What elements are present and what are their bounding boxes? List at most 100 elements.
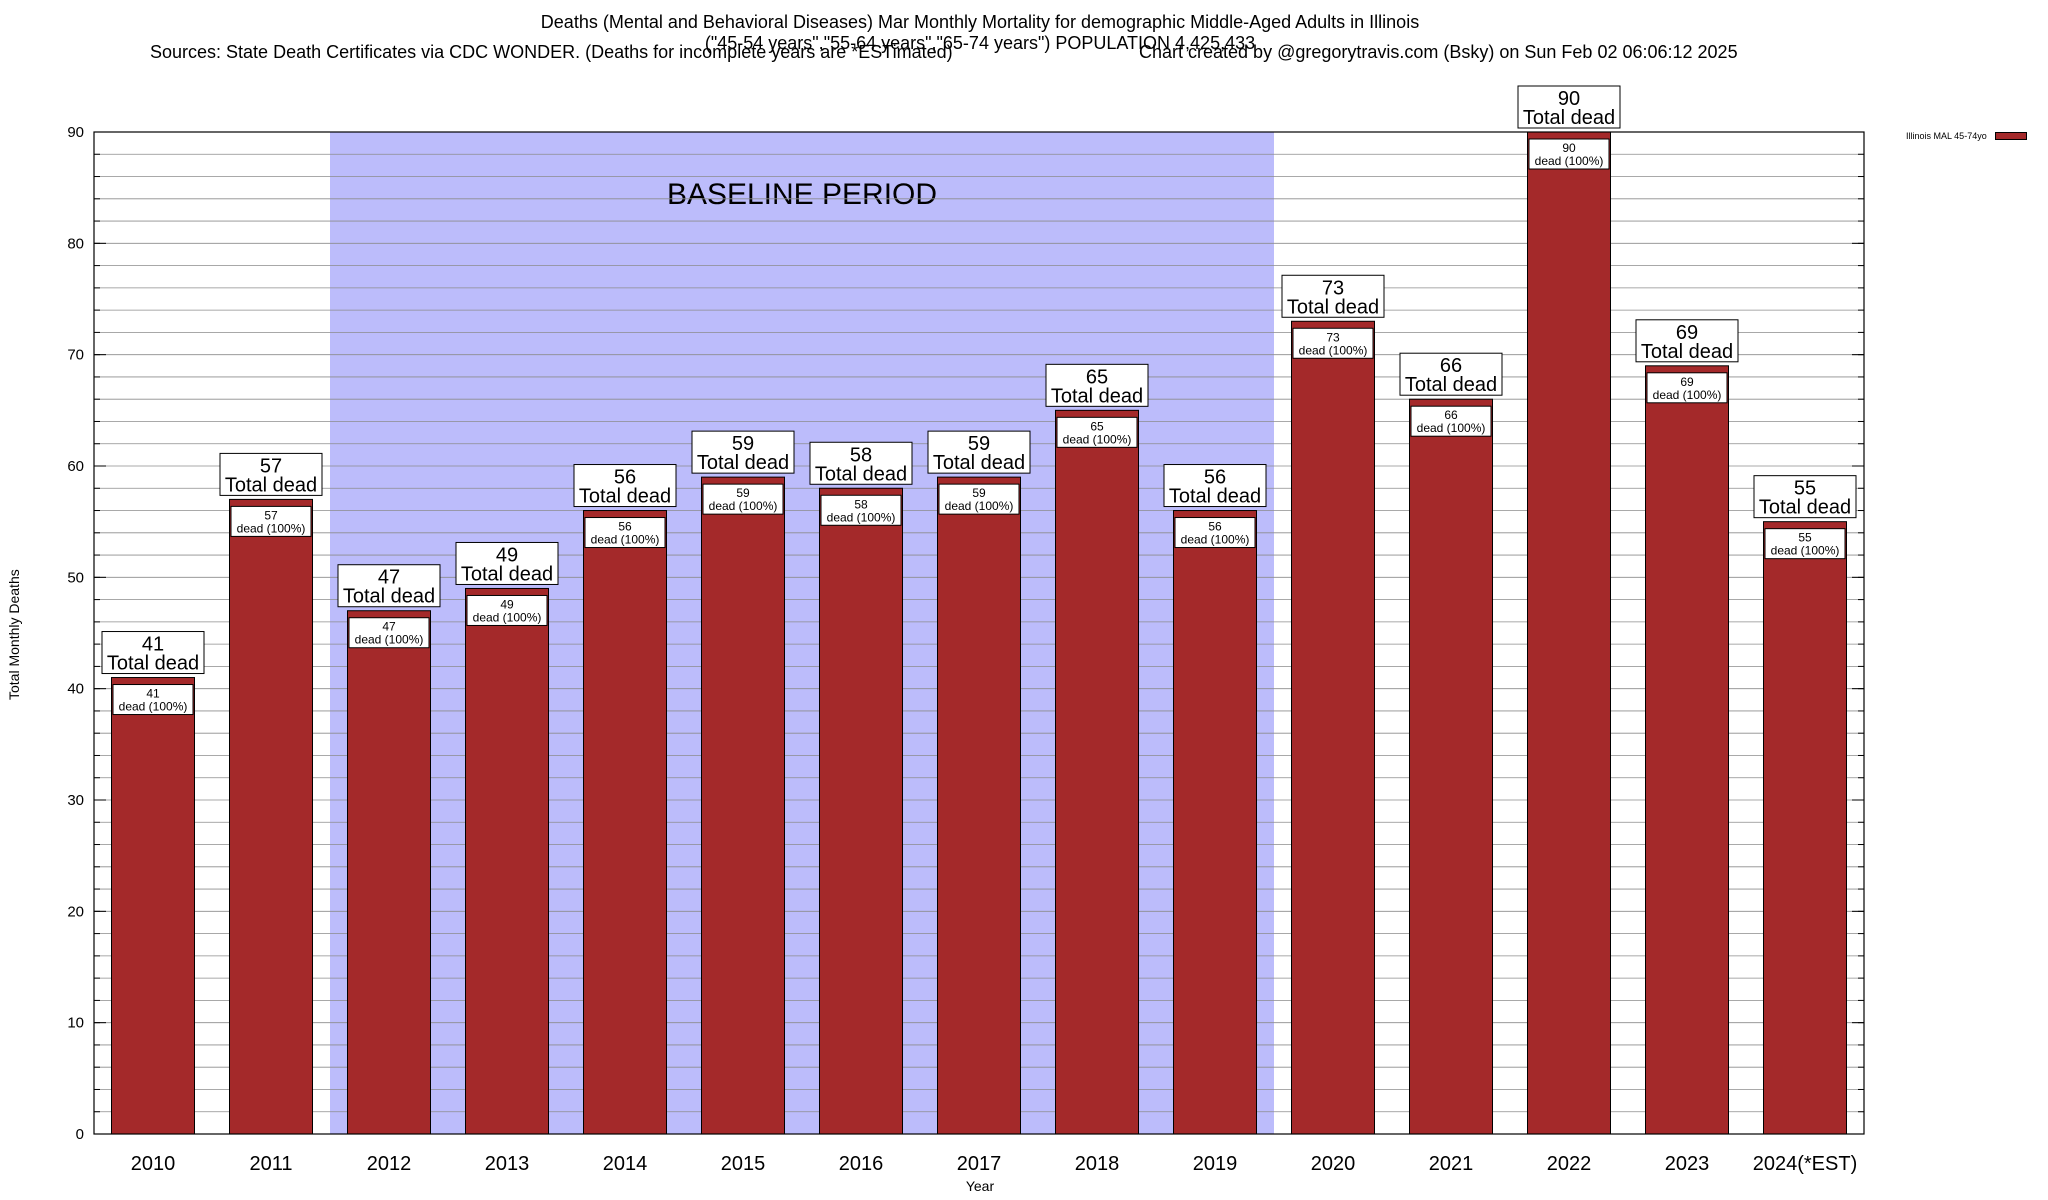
- bar: [1173, 510, 1257, 1135]
- bar: [1055, 409, 1139, 1135]
- bar-inner-suffix: dead (100%): [945, 499, 1014, 513]
- bar-inner-suffix: dead (100%): [1653, 388, 1722, 402]
- x-tick-label: 2020: [1311, 1153, 1356, 1175]
- bar-top-label-box: [1753, 475, 1857, 519]
- bar-inner-label-box: [1528, 138, 1610, 170]
- bar-top-suffix: Total dead: [1051, 385, 1143, 407]
- y-tick-label: 30: [67, 792, 84, 809]
- bar-inner-value: 66: [1444, 408, 1458, 422]
- bar-top-label-box: [927, 430, 1031, 474]
- bar-top-label-box: [219, 452, 323, 496]
- x-tick-label: 2017: [957, 1153, 1002, 1175]
- x-tick-label: 2018: [1075, 1153, 1120, 1175]
- bar-top-value: 57: [260, 455, 282, 477]
- bar-top-value: 55: [1794, 478, 1816, 500]
- bar-inner-value: 55: [1798, 531, 1812, 545]
- bar-inner-suffix: dead (100%): [1299, 343, 1368, 357]
- bar-inner-value: 49: [500, 597, 514, 611]
- bar: [1763, 521, 1847, 1135]
- bar: [937, 476, 1021, 1135]
- bar-top-suffix: Total dead: [1169, 486, 1261, 508]
- bar-top-value: 90: [1558, 88, 1580, 110]
- x-tick-label: 2010: [131, 1153, 176, 1175]
- x-tick-label: 2021: [1429, 1153, 1474, 1175]
- legend: Illinois MAL 45-74yo: [1906, 131, 2027, 141]
- bar-top-label-box: [1635, 319, 1739, 363]
- y-tick-label: 40: [67, 681, 84, 698]
- bar-inner-suffix: dead (100%): [355, 633, 424, 647]
- bar-top-label-box: [101, 631, 205, 675]
- bar-inner-label-box: [1410, 405, 1492, 437]
- bar-top-suffix: Total dead: [1641, 341, 1733, 363]
- bar-inner-label-box: [938, 483, 1020, 515]
- bar-top-value: 58: [850, 444, 872, 466]
- bar-inner-label-box: [584, 517, 666, 549]
- bar-top-value: 59: [968, 433, 990, 455]
- bar-top-suffix: Total dead: [343, 586, 435, 608]
- y-tick-label: 50: [67, 569, 84, 586]
- bar-inner-label-box: [702, 483, 784, 515]
- y-tick-label: 70: [67, 347, 84, 364]
- bar-top-suffix: Total dead: [1405, 374, 1497, 396]
- bar-inner-label-box: [1646, 372, 1728, 404]
- bar-inner-suffix: dead (100%): [1535, 154, 1604, 168]
- bar-top-label-box: [455, 541, 559, 585]
- bar-top-suffix: Total dead: [933, 452, 1025, 474]
- bar-top-value: 41: [142, 634, 164, 656]
- bar-inner-value: 57: [264, 508, 278, 522]
- bar-inner-value: 58: [854, 497, 868, 511]
- bar-top-value: 73: [1322, 277, 1344, 299]
- baseline-period-label: BASELINE PERIOD: [667, 178, 937, 211]
- x-tick-label: 2015: [721, 1153, 766, 1175]
- x-tick-label: 2023: [1665, 1153, 1710, 1175]
- bar: [701, 476, 785, 1135]
- bar-inner-suffix: dead (100%): [473, 610, 542, 624]
- bar: [819, 487, 903, 1135]
- y-tick-label: 80: [67, 235, 84, 252]
- bar-top-value: 49: [496, 544, 518, 566]
- bar-top-value: 69: [1676, 322, 1698, 344]
- bar-top-label-box: [691, 430, 795, 474]
- y-axis-label: Total Monthly Deaths: [6, 569, 22, 700]
- bar-top-suffix: Total dead: [1287, 296, 1379, 318]
- bar-top-value: 66: [1440, 355, 1462, 377]
- x-tick-label: 2022: [1547, 1153, 1592, 1175]
- bar-top-label-box: [1517, 85, 1621, 129]
- bar-top-label-box: [337, 564, 441, 608]
- legend-label: Illinois MAL 45-74yo: [1906, 131, 1987, 141]
- bar-inner-value: 59: [736, 486, 750, 500]
- x-axis-label: Year: [965, 1178, 995, 1194]
- bar-top-suffix: Total dead: [1759, 497, 1851, 519]
- bar-top-suffix: Total dead: [225, 474, 317, 496]
- bar-inner-suffix: dead (100%): [709, 499, 778, 513]
- bar-top-label-box: [1045, 363, 1149, 407]
- title-line-1: Deaths (Mental and Behavioral Diseases) …: [540, 12, 1420, 32]
- bar-inner-value: 65: [1090, 419, 1104, 433]
- x-tick-label: 2014: [603, 1153, 648, 1175]
- y-tick-label: 60: [67, 458, 84, 475]
- sources-note: Sources: State Death Certificates via CD…: [150, 42, 953, 62]
- y-tick-label: 10: [67, 1015, 84, 1032]
- bar-top-suffix: Total dead: [107, 653, 199, 675]
- bar-inner-value: 47: [382, 620, 396, 634]
- bar-top-suffix: Total dead: [579, 486, 671, 508]
- bar-inner-label-box: [1292, 327, 1374, 359]
- x-tick-label: 2024(*EST): [1753, 1153, 1858, 1175]
- title-line-2: ("45-54 years","55-64 years","65-74 year…: [704, 33, 1256, 53]
- bar-top-value: 56: [1204, 467, 1226, 489]
- x-tick-label: 2019: [1193, 1153, 1238, 1175]
- chart-credit: Chart created by @gregorytravis.com (Bsk…: [1139, 42, 1738, 62]
- bar-inner-suffix: dead (100%): [1181, 533, 1250, 547]
- bar-top-label-box: [573, 464, 677, 508]
- x-tick-label: 2011: [249, 1153, 292, 1175]
- y-tick-label: 0: [76, 1126, 84, 1143]
- bar-inner-value: 90: [1562, 141, 1576, 155]
- x-tick-label: 2012: [367, 1153, 412, 1175]
- bar-inner-value: 59: [972, 486, 986, 500]
- bar-top-value: 59: [732, 433, 754, 455]
- x-tick-label: 2013: [485, 1153, 530, 1175]
- legend-swatch: [1994, 132, 2027, 140]
- bar-top-label-box: [1399, 352, 1503, 396]
- bar-inner-suffix: dead (100%): [1771, 544, 1840, 558]
